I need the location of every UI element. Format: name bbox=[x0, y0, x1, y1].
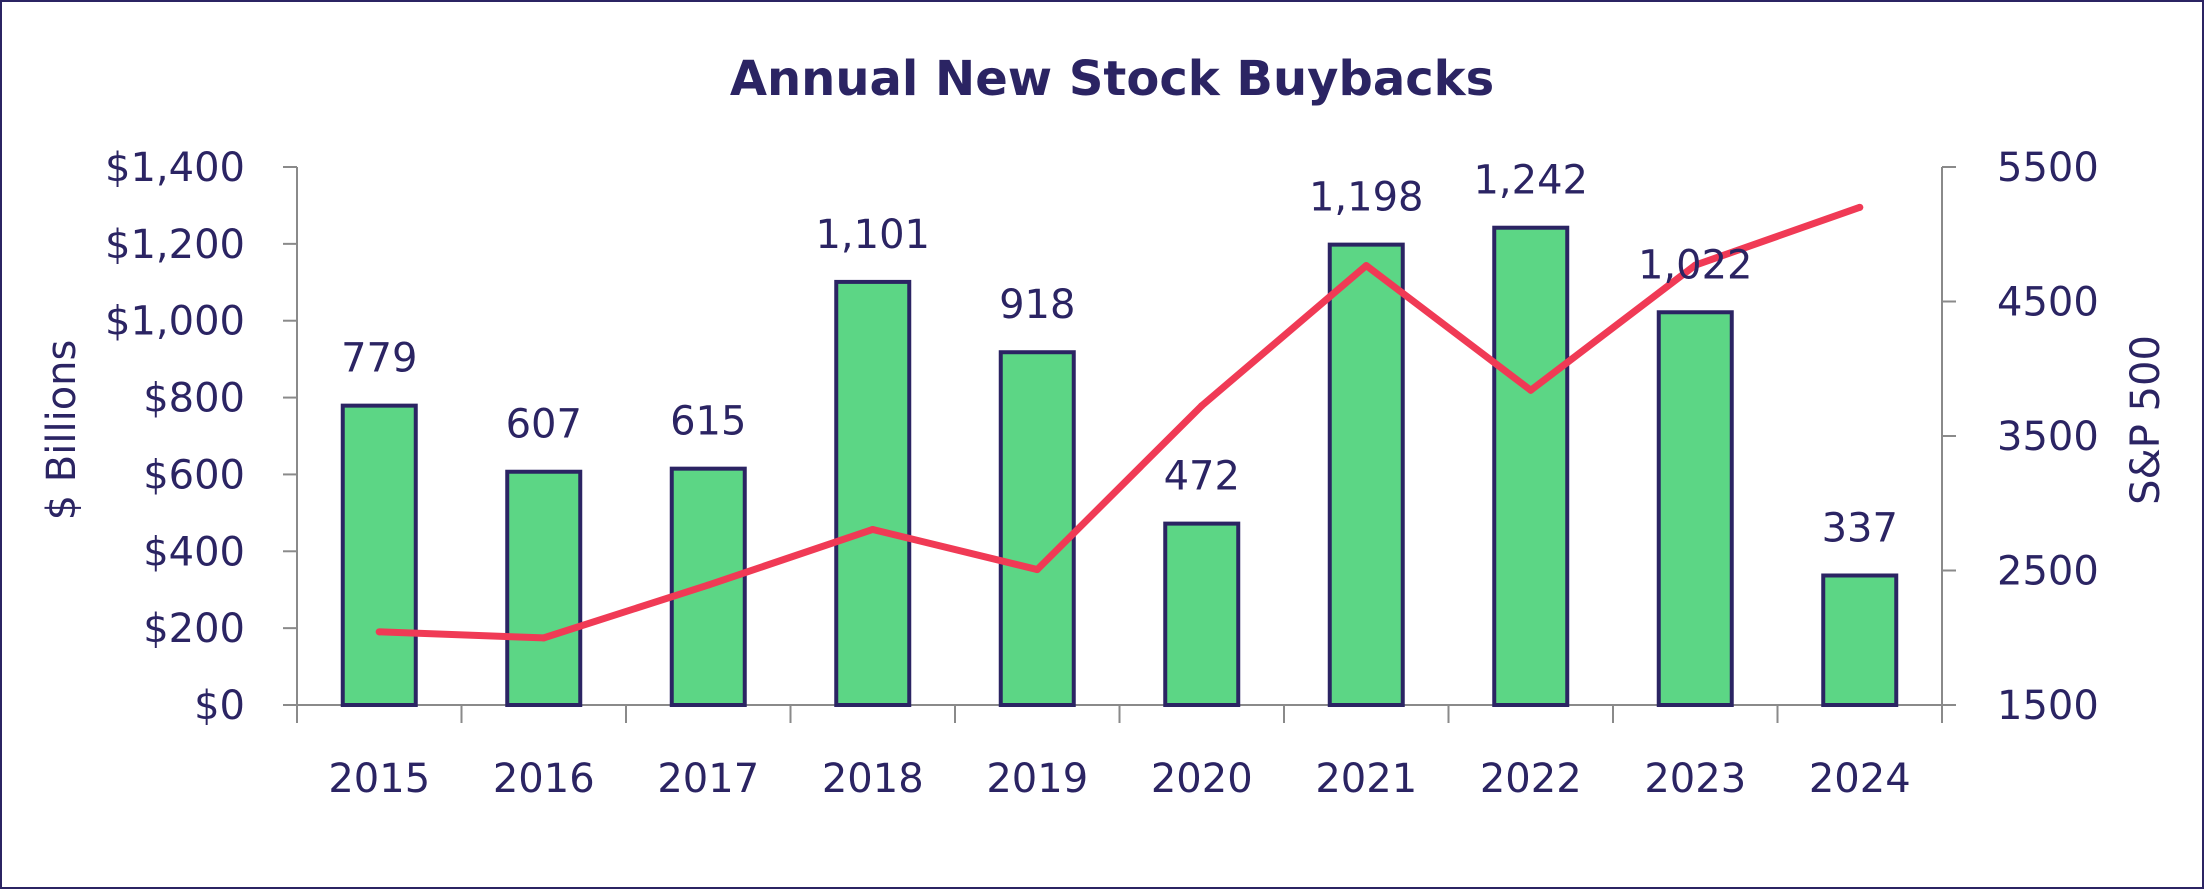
y2-tick-label: 4500 bbox=[1997, 280, 2099, 326]
bar-data-label: 472 bbox=[1164, 454, 1240, 500]
y-tick-label: $1,000 bbox=[105, 299, 245, 345]
y-tick-label: $800 bbox=[143, 376, 245, 422]
sp500-line-group bbox=[375, 203, 1864, 642]
y2-tick-label: 1500 bbox=[1997, 683, 2099, 729]
y-tick-label: $0 bbox=[194, 683, 245, 729]
bar-data-label: 337 bbox=[1822, 505, 1898, 551]
x-tick-label: 2021 bbox=[1315, 756, 1417, 802]
sp500-line bbox=[375, 203, 1864, 642]
bar bbox=[505, 469, 583, 708]
y-tick-label: $200 bbox=[143, 606, 245, 652]
sp500-point bbox=[1198, 402, 1206, 410]
bar-data-label: 1,022 bbox=[1638, 242, 1753, 288]
bar-data-label: 918 bbox=[999, 282, 1075, 328]
data-labels: 779 607 615 1,101 918 472 1,198 1,242 1,022 337 bbox=[341, 158, 1898, 552]
y2-tick-label: 3500 bbox=[1997, 414, 2099, 460]
bar bbox=[1656, 310, 1734, 707]
sp500-point bbox=[540, 634, 548, 642]
sp500-point bbox=[869, 525, 877, 533]
bar bbox=[1492, 225, 1570, 708]
sp500-point bbox=[1527, 386, 1535, 394]
y-tick-label: $1,400 bbox=[105, 145, 245, 191]
y2-axis-label: S&P 500 bbox=[2123, 335, 2169, 505]
x-tick-label: 2018 bbox=[822, 756, 924, 802]
bar bbox=[998, 350, 1076, 707]
sp500-point bbox=[1033, 566, 1041, 574]
chart-title: Annual New Stock Buybacks bbox=[730, 51, 1494, 107]
bar-data-label: 1,242 bbox=[1473, 158, 1588, 204]
bars bbox=[340, 225, 1899, 708]
y-tick-label: $400 bbox=[143, 529, 245, 575]
bar-data-label: 1,198 bbox=[1309, 175, 1424, 221]
sp500-point bbox=[375, 628, 383, 636]
bar-data-label: 615 bbox=[670, 399, 746, 445]
bar bbox=[1821, 573, 1899, 708]
x-tick-label: 2020 bbox=[1151, 756, 1253, 802]
y-axis-label: $ Billions bbox=[39, 340, 85, 521]
x-tick-label: 2023 bbox=[1644, 756, 1746, 802]
sp500-point bbox=[1856, 203, 1864, 211]
bar bbox=[834, 279, 912, 707]
x-tick-label: 2015 bbox=[328, 756, 430, 802]
bar bbox=[1163, 521, 1241, 707]
bar-data-label: 607 bbox=[506, 402, 582, 448]
bar bbox=[340, 403, 418, 707]
bar-data-label: 1,101 bbox=[815, 212, 930, 258]
sp500-point bbox=[704, 581, 712, 589]
x-tick-label: 2022 bbox=[1480, 756, 1582, 802]
y2-tick-label: 2500 bbox=[1997, 549, 2099, 595]
y-tick-label: $1,200 bbox=[105, 222, 245, 268]
x-tick-label: 2024 bbox=[1809, 756, 1911, 802]
y2-tick-label: 5500 bbox=[1997, 145, 2099, 191]
axes: $0 $200 $400 $600 $800 $1,000 $1,200 $1,400 1500… bbox=[105, 145, 2099, 802]
sp500-point bbox=[1691, 261, 1699, 269]
x-tick-label: 2017 bbox=[657, 756, 759, 802]
x-tick-label: 2016 bbox=[493, 756, 595, 802]
sp500-point bbox=[1362, 262, 1370, 270]
bar-data-label: 779 bbox=[341, 336, 417, 382]
x-tick-label: 2019 bbox=[986, 756, 1088, 802]
y-tick-label: $600 bbox=[143, 452, 245, 498]
bar bbox=[1327, 242, 1405, 708]
